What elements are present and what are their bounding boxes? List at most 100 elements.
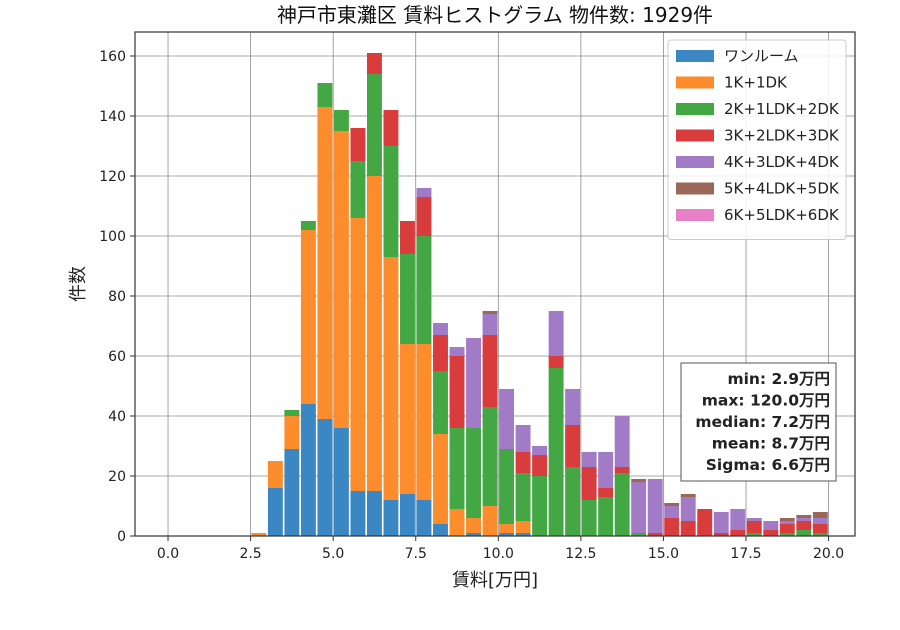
x-axis-label: 賃料[万円] — [452, 570, 538, 591]
bar-segment — [482, 335, 498, 407]
bar-segment — [333, 428, 349, 536]
bar-segment — [317, 419, 333, 536]
bar-segment — [746, 518, 762, 521]
stats-line: Sigma: 6.6万円 — [706, 456, 830, 474]
bar-segment — [664, 503, 680, 506]
bar-segment — [631, 533, 647, 536]
bar-segment — [647, 533, 663, 536]
chart-title: 神戸市東灘区 賃料ヒストグラム 物件数: 1929件 — [277, 3, 713, 27]
bar-segment — [598, 497, 614, 536]
y-tick-label: 160 — [99, 49, 126, 65]
bar-segment — [730, 509, 746, 530]
bar-segment — [333, 131, 349, 428]
bar-segment — [548, 311, 564, 356]
y-tick-label: 0 — [117, 529, 126, 545]
stats-line: mean: 8.7万円 — [712, 435, 830, 453]
plot-frame — [134, 31, 856, 537]
bar-segment — [433, 323, 448, 335]
bar-segment — [400, 344, 415, 494]
bar-segment — [482, 311, 498, 314]
x-tick-label: 0.0 — [157, 546, 179, 562]
bar-segment — [664, 506, 680, 518]
bar-segment — [532, 455, 548, 476]
bar-segment — [499, 449, 515, 524]
bar-segment — [433, 434, 448, 524]
bar-segment — [548, 356, 564, 368]
bar-segment — [499, 524, 515, 533]
legend-label: 1K+1DK — [724, 74, 788, 92]
legend-label: 3K+2LDK+3DK — [724, 127, 840, 145]
bar-segment — [614, 416, 630, 467]
y-tick-label: 140 — [99, 109, 126, 125]
bar-segment — [548, 368, 564, 536]
bar-segment — [614, 467, 630, 473]
legend-label: 6K+5LDK+6DK — [724, 206, 840, 224]
bar-segment — [499, 533, 515, 536]
bar-segment — [284, 449, 300, 536]
stats-line: median: 7.2万円 — [695, 413, 830, 431]
x-tick-label: 17.5 — [730, 546, 761, 562]
y-axis-label: 件数 — [68, 266, 89, 302]
bar-segment — [581, 500, 597, 536]
x-tick-label: 20.0 — [813, 546, 844, 562]
bar-segment — [333, 110, 349, 131]
bar-segment — [400, 221, 415, 254]
bar-segment — [317, 107, 333, 419]
legend-swatch — [676, 156, 714, 168]
y-tick-label: 80 — [108, 289, 126, 305]
bar-segment — [300, 230, 316, 404]
bar-segment — [416, 197, 432, 236]
x-tick-label: 15.0 — [648, 546, 679, 562]
bar-segment — [482, 407, 498, 506]
bar-segment — [779, 533, 795, 536]
bar-segment — [300, 221, 316, 230]
bar-segment — [581, 467, 597, 500]
bar-segment — [284, 410, 300, 416]
bar-segment — [416, 188, 432, 197]
bar-segment — [565, 467, 581, 536]
bar-segment — [812, 512, 828, 518]
bar-segment — [796, 521, 812, 530]
bar-segment — [300, 404, 316, 536]
bar-segment — [383, 500, 399, 536]
bar-segment — [680, 497, 696, 521]
bar-segment — [466, 428, 481, 518]
bar-segment — [779, 521, 795, 524]
bar-segment — [532, 446, 548, 455]
legend-swatch — [676, 129, 714, 142]
bar-segment — [350, 491, 366, 536]
legend-swatch — [676, 76, 714, 89]
bars-group — [251, 53, 828, 536]
y-tick-label: 60 — [108, 349, 126, 365]
bar-segment — [383, 110, 399, 146]
x-tick-label: 2.5 — [239, 546, 261, 562]
bar-segment — [779, 524, 795, 533]
bar-segment — [433, 524, 448, 536]
bar-segment — [466, 518, 481, 533]
legend-swatch — [676, 103, 714, 115]
bar-segment — [433, 371, 448, 434]
bar-segment — [400, 494, 415, 536]
bar-segment — [763, 530, 779, 536]
bar-segment — [416, 500, 432, 536]
bar-segment — [598, 452, 614, 488]
bar-segment — [251, 533, 267, 536]
bar-segment — [515, 425, 531, 452]
x-tick-label: 5.0 — [322, 546, 344, 562]
bar-segment — [812, 533, 828, 536]
bar-segment — [416, 236, 432, 344]
bar-segment — [796, 530, 812, 536]
bar-segment — [449, 509, 465, 536]
bar-segment — [532, 476, 548, 536]
bar-segment — [366, 74, 382, 176]
bar-segment — [482, 506, 498, 536]
bar-segment — [449, 347, 465, 356]
y-tick-label: 100 — [99, 229, 126, 245]
bar-segment — [746, 521, 762, 533]
legend-label: 2K+1LDK+2DK — [724, 100, 840, 118]
stats-box: min: 2.9万円 max: 120.0万円 median: 7.2万円 mean:… — [680, 362, 837, 482]
bar-segment — [598, 488, 614, 497]
y-axis-ticks: 0 20 40 60 80 100 120 140 160 — [99, 49, 135, 545]
x-tick-label: 7.5 — [405, 546, 427, 562]
